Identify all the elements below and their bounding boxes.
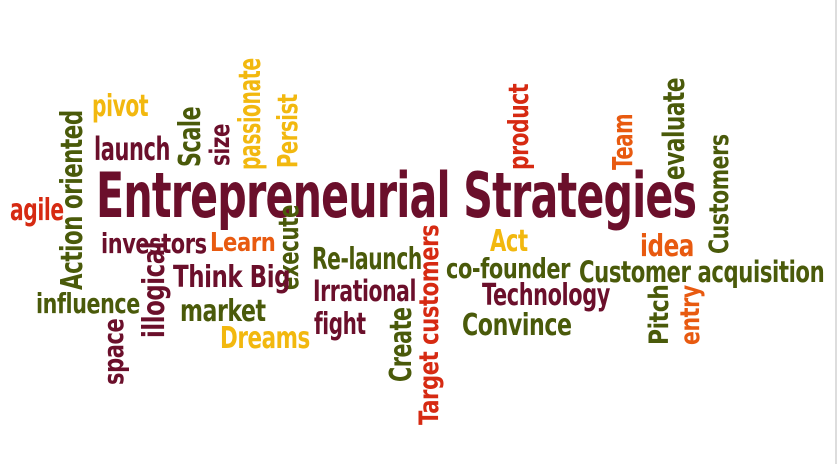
word-customers: Customers xyxy=(704,134,735,254)
word-space: space xyxy=(97,318,130,385)
word-scale: Scale xyxy=(173,106,208,167)
word-customer-acquisition: Customer acquisition xyxy=(579,255,825,289)
word-evaluate: evaluate xyxy=(657,77,691,180)
word-entrepreneurial-strategies: Entrepreneurial Strategies xyxy=(96,159,697,232)
word-technology: Technology xyxy=(482,278,610,313)
word-agile: agile xyxy=(10,193,64,228)
word-idea: idea xyxy=(640,229,694,264)
word-illogical: illogical xyxy=(137,241,172,338)
word-target-customers: Target customers xyxy=(414,224,445,425)
word-pivot: pivot xyxy=(92,89,149,124)
word-product: product xyxy=(502,83,535,170)
word-passionate: passionate xyxy=(233,58,268,170)
word-fight: fight xyxy=(314,307,366,342)
word-re-launch: Re-launch xyxy=(312,242,422,277)
word-irrational: Irrational xyxy=(313,274,417,308)
word-entry: entry xyxy=(675,285,706,345)
word-learn: Learn xyxy=(210,228,276,258)
word-action-oriented: Action oriented xyxy=(55,110,90,290)
word-size: size xyxy=(205,123,236,166)
word-co-founder: co-founder xyxy=(446,252,570,285)
word-market: market xyxy=(180,294,266,329)
word-launch: launch xyxy=(94,130,171,168)
word-act: Act xyxy=(490,224,528,259)
word-convince: Convince xyxy=(462,308,572,343)
word-dreams: Dreams xyxy=(220,321,310,356)
word-influence: influence xyxy=(36,287,140,320)
word-persist: Persist xyxy=(271,94,304,168)
word-team: Team xyxy=(606,113,639,170)
word-pitch: Pitch xyxy=(644,284,675,345)
word-create: Create xyxy=(384,307,419,382)
word-investors: investors xyxy=(101,227,207,260)
right-edge-divider xyxy=(835,0,837,464)
word-think-big: Think Big xyxy=(173,260,291,295)
